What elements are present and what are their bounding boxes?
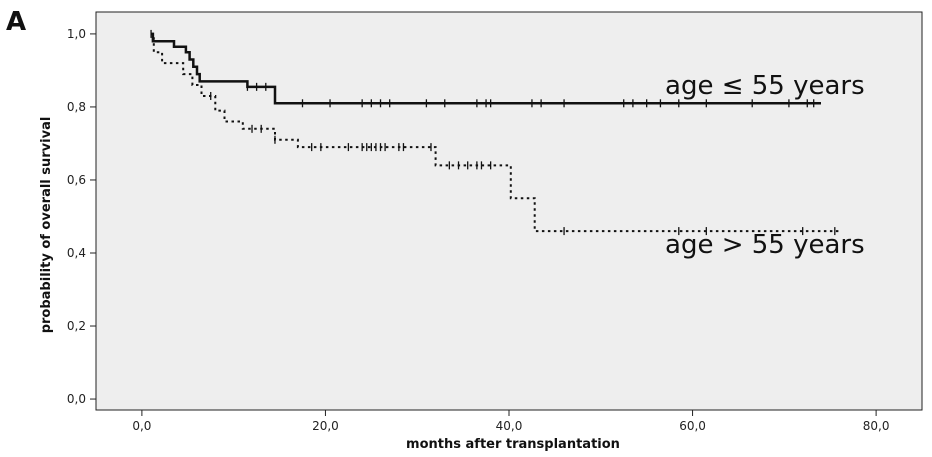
y-tick-label: 0,0 [67, 392, 86, 406]
series-annotation: age > 55 years [665, 230, 865, 260]
x-tick-label: 40,0 [496, 419, 523, 433]
series-age-gt-55 [151, 32, 840, 236]
plot-area [95, 11, 923, 411]
y-axis: 0,0 0,2 0,4 0,6 0,8 1,0 [67, 27, 96, 406]
x-tick-label: 80,0 [863, 419, 890, 433]
y-tick-label: 0,2 [67, 319, 86, 333]
y-tick-label: 0,6 [67, 173, 86, 187]
series-annotation: age ≤ 55 years [665, 71, 865, 101]
x-tick-label: 20,0 [312, 419, 339, 433]
x-tick-label: 60,0 [679, 419, 706, 433]
y-axis-title: probability of overall survival [39, 117, 54, 334]
y-tick-label: 0,4 [67, 246, 86, 260]
x-axis-title: months after transplantation [406, 437, 620, 452]
curve-annotations: age ≤ 55 years age > 55 years [665, 71, 865, 260]
panel-label: A [6, 7, 26, 37]
x-axis: 0,0 20,0 40,0 60,0 80,0 [132, 410, 889, 433]
survival-curves [150, 29, 840, 236]
series-age-le-55 [150, 29, 821, 108]
y-tick-label: 0,8 [67, 100, 86, 114]
x-tick-label: 0,0 [132, 419, 151, 433]
y-tick-label: 1,0 [67, 27, 86, 41]
